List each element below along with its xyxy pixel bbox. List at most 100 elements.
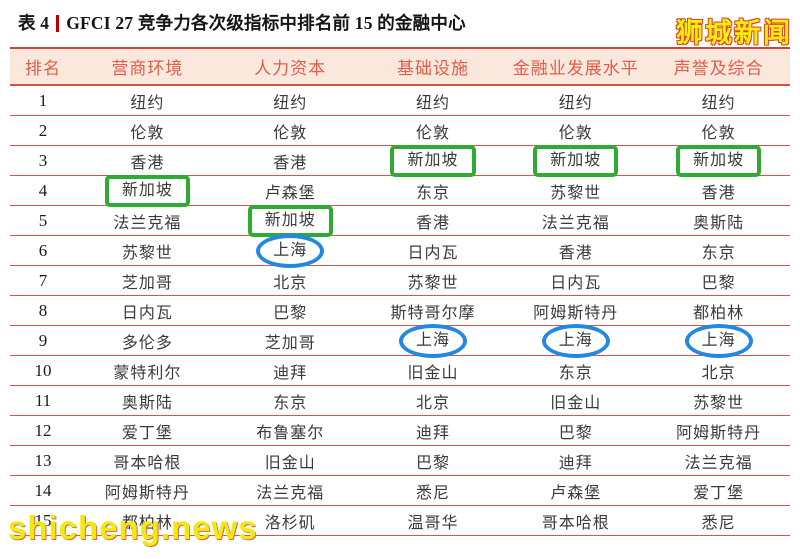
city-cell: 北京: [361, 385, 505, 416]
city-cell: 新加坡: [76, 174, 219, 207]
green-highlight-box: 新加坡: [247, 204, 333, 237]
city-cell: 新加坡: [647, 144, 790, 177]
table-title-text: GFCI 27 竞争力各次级指标中排名前 15 的金融中心: [66, 13, 466, 33]
table-row: 12 爱丁堡 布鲁塞尔 迪拜 巴黎 阿姆斯特丹: [10, 415, 790, 446]
green-highlight-box: 新加坡: [390, 144, 476, 177]
table-row: 5 法兰克福 新加坡 香港 法兰克福 奥斯陆: [10, 204, 790, 237]
city-cell: 迪拜: [361, 415, 505, 446]
city-cell: 东京: [218, 385, 362, 416]
column-header: 排名: [10, 47, 76, 86]
city-cell: 纽约: [76, 85, 219, 116]
rank-cell: 5: [10, 205, 76, 236]
city-cell: 香港: [647, 175, 790, 206]
city-cell: 纽约: [218, 85, 362, 116]
city-cell: 奥斯陆: [647, 205, 790, 236]
city-cell: 东京: [361, 175, 505, 206]
rank-cell: 12: [10, 415, 76, 446]
city-cell: 悉尼: [361, 475, 505, 506]
table-row: 10 蒙特利尔 迪拜 旧金山 东京 北京: [10, 355, 790, 386]
city-cell: 苏黎世: [361, 265, 505, 296]
city-cell: 旧金山: [361, 355, 505, 386]
green-highlight-box: 新加坡: [676, 144, 762, 177]
city-cell: 伦敦: [361, 115, 505, 146]
blue-highlight-circle: 上海: [256, 233, 325, 268]
city-cell: 巴黎: [218, 295, 362, 326]
city-cell: 北京: [218, 265, 362, 296]
city-cell: 纽约: [647, 85, 790, 116]
city-cell: 巴黎: [361, 445, 505, 476]
rank-cell: 14: [10, 475, 76, 506]
city-cell: 法兰克福: [76, 205, 219, 236]
table-row: 9 多伦多 芝加哥 上海 上海 上海: [10, 323, 790, 358]
table-row: 8 日内瓦 巴黎 斯特哥尔摩 阿姆斯特丹 都柏林: [10, 295, 790, 326]
watermark-shicheng-chinese: 狮城新闻: [676, 18, 792, 48]
city-cell: 伦敦: [504, 115, 648, 146]
city-cell: 日内瓦: [504, 265, 648, 296]
table-header-row: 排名 营商环境 人力资本 基础设施 金融业发展水平 声誉及综合: [10, 47, 790, 86]
table-row: 7 芝加哥 北京 苏黎世 日内瓦 巴黎: [10, 265, 790, 296]
city-cell: 奥斯陆: [76, 385, 219, 416]
city-cell: 芝加哥: [218, 325, 362, 356]
table-row: 1 纽约 纽约 纽约 纽约 纽约: [10, 85, 790, 116]
city-cell: 都柏林: [76, 505, 219, 536]
city-cell: 东京: [647, 235, 790, 266]
rank-cell: 10: [10, 355, 76, 386]
table-body: 1 纽约 纽约 纽约 纽约 纽约 2 伦敦 伦敦 伦敦 伦敦 伦敦 3 香港 香港 新加坡 新加坡 新加坡 4 新加坡…: [10, 85, 790, 536]
city-cell: 上海: [218, 233, 362, 268]
city-cell: 上海: [647, 323, 790, 358]
column-header: 声誉及综合: [647, 47, 790, 86]
table-row: 14 阿姆斯特丹 法兰克福 悉尼 卢森堡 爱丁堡: [10, 475, 790, 506]
city-cell: 悉尼: [647, 505, 790, 536]
rank-cell: 8: [10, 295, 76, 326]
city-cell: 香港: [361, 205, 505, 236]
table-row: 2 伦敦 伦敦 伦敦 伦敦 伦敦: [10, 115, 790, 146]
city-cell: 苏黎世: [76, 235, 219, 266]
city-cell: 东京: [504, 355, 648, 386]
city-cell: 哥本哈根: [76, 445, 219, 476]
city-cell: 香港: [504, 235, 648, 266]
city-cell: 法兰克福: [218, 475, 362, 506]
city-cell: 哥本哈根: [504, 505, 648, 536]
table-row: 6 苏黎世 上海 日内瓦 香港 东京: [10, 233, 790, 268]
city-cell: 旧金山: [504, 385, 648, 416]
city-cell: 法兰克福: [647, 445, 790, 476]
green-highlight-box: 新加坡: [104, 174, 190, 207]
city-cell: 新加坡: [218, 204, 362, 237]
city-cell: 纽约: [504, 85, 648, 116]
city-cell: 上海: [504, 323, 648, 358]
city-cell: 香港: [76, 145, 219, 176]
city-cell: 香港: [218, 145, 362, 176]
table-row: 13 哥本哈根 旧金山 巴黎 迪拜 法兰克福: [10, 445, 790, 476]
city-cell: 都柏林: [647, 295, 790, 326]
city-cell: 迪拜: [218, 355, 362, 386]
blue-highlight-circle: 上海: [541, 323, 610, 358]
city-cell: 伦敦: [76, 115, 219, 146]
city-cell: 日内瓦: [76, 295, 219, 326]
city-cell: 阿姆斯特丹: [647, 415, 790, 446]
column-header: 营商环境: [76, 47, 219, 86]
blue-highlight-circle: 上海: [398, 323, 467, 358]
city-cell: 斯特哥尔摩: [361, 295, 505, 326]
city-cell: 日内瓦: [361, 235, 505, 266]
rank-cell: 11: [10, 385, 76, 416]
city-cell: 北京: [647, 355, 790, 386]
table-row: 3 香港 香港 新加坡 新加坡 新加坡: [10, 144, 790, 177]
green-highlight-box: 新加坡: [533, 144, 619, 177]
city-cell: 爱丁堡: [647, 475, 790, 506]
city-cell: 上海: [361, 323, 505, 358]
city-cell: 温哥华: [361, 505, 505, 536]
city-cell: 阿姆斯特丹: [76, 475, 219, 506]
rank-cell: 2: [10, 115, 76, 146]
rank-cell: 13: [10, 445, 76, 476]
table-title: 表 4 GFCI 27 竞争力各次级指标中排名前 15 的金融中心: [18, 10, 466, 35]
column-header: 人力资本: [218, 47, 362, 86]
title-divider-bar: [56, 15, 60, 32]
city-cell: 新加坡: [361, 144, 505, 177]
city-cell: 蒙特利尔: [76, 355, 219, 386]
city-cell: 迪拜: [504, 445, 648, 476]
city-cell: 布鲁塞尔: [218, 415, 362, 446]
table-row: 4 新加坡 卢森堡 东京 苏黎世 香港: [10, 174, 790, 207]
city-cell: 巴黎: [504, 415, 648, 446]
city-cell: 巴黎: [647, 265, 790, 296]
